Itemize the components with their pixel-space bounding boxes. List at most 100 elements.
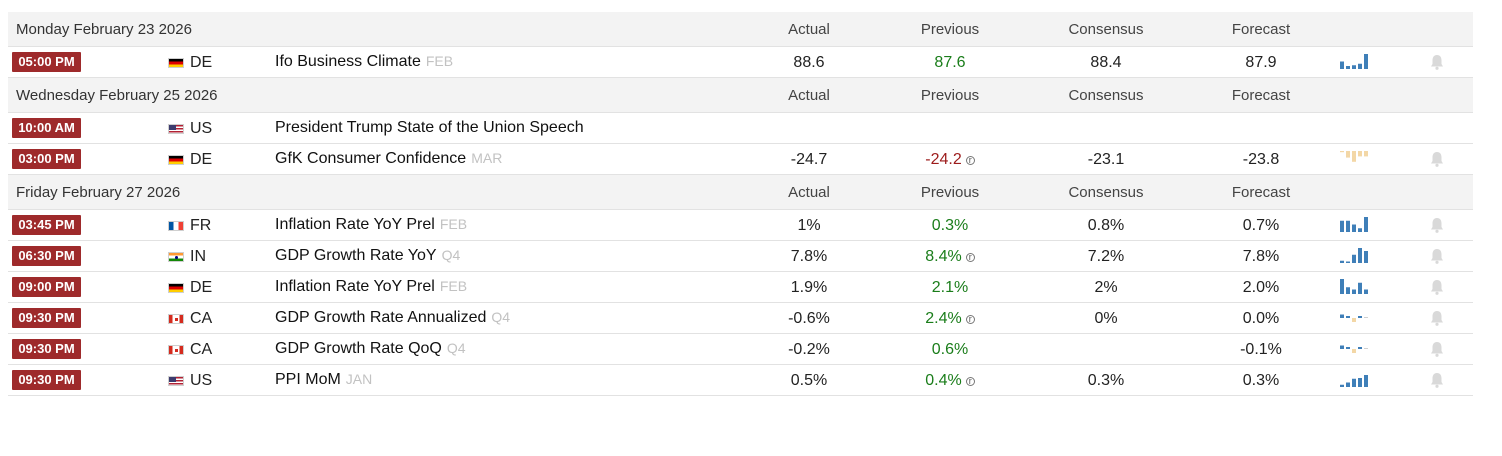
- sparkline-chart[interactable]: [1340, 339, 1370, 359]
- revised-icon[interactable]: r: [965, 156, 975, 165]
- column-header-consensus[interactable]: Consensus: [1068, 87, 1144, 104]
- previous-value: 0.6%: [890, 341, 1010, 359]
- sparkline-chart[interactable]: [1340, 277, 1370, 297]
- column-header-actual[interactable]: Actual: [788, 87, 830, 104]
- sparkline-bar: [1352, 151, 1356, 162]
- event-name-link[interactable]: GfK Consumer Confidence MAR: [275, 150, 502, 168]
- previous-value-text: 0.4%: [925, 372, 962, 389]
- event-title: GfK Consumer Confidence: [275, 150, 467, 167]
- revised-icon[interactable]: r: [965, 253, 975, 262]
- event-name-link[interactable]: Ifo Business Climate FEB: [275, 53, 453, 71]
- consensus-value: -23.1: [1087, 151, 1125, 168]
- column-header-consensus[interactable]: Consensus: [1068, 21, 1144, 38]
- event-row[interactable]: 09:30 PM US PPI MoM JAN 0.5% 0.4% r 0.3% 0.3%: [8, 365, 1473, 396]
- sparkline-bar: [1358, 228, 1362, 232]
- consensus-value: 88.4: [1090, 54, 1122, 71]
- column-header-previous[interactable]: Previous: [920, 87, 980, 104]
- sparkline-bar: [1340, 260, 1344, 263]
- event-row[interactable]: 03:00 PM DE GfK Consumer Confidence MAR -24.…: [8, 144, 1473, 175]
- country-code: DE: [190, 54, 213, 71]
- consensus-value: 0.3%: [1087, 372, 1125, 389]
- sparkline-bar: [1346, 347, 1350, 349]
- event-title: PPI MoM: [275, 371, 341, 388]
- event-reference-period: Q4: [491, 309, 511, 325]
- event-title: GDP Growth Rate YoY: [275, 247, 437, 264]
- sparkline-chart[interactable]: [1340, 308, 1370, 328]
- sparkline-chart[interactable]: [1340, 215, 1370, 235]
- event-title: GDP Growth Rate QoQ: [275, 340, 442, 357]
- bell-icon[interactable]: [1429, 371, 1445, 389]
- bell-icon[interactable]: [1429, 150, 1445, 168]
- column-header-forecast[interactable]: Forecast: [1231, 21, 1291, 38]
- sparkline-bar: [1346, 316, 1350, 318]
- time-badge: 09:30 PM: [12, 370, 81, 390]
- bell-icon[interactable]: [1429, 53, 1445, 71]
- country-code: CA: [190, 310, 213, 327]
- flag-icon-in: [168, 252, 184, 262]
- column-header-previous[interactable]: Previous: [920, 184, 980, 201]
- time-badge: 09:00 PM: [12, 277, 81, 297]
- sparkline-bar: [1352, 349, 1356, 353]
- event-name-link[interactable]: GDP Growth Rate Annualized Q4: [275, 309, 510, 327]
- column-header-actual[interactable]: Actual: [788, 184, 830, 201]
- bell-icon[interactable]: [1429, 247, 1445, 265]
- flag-icon-us: [168, 376, 184, 386]
- country-code: US: [190, 372, 213, 389]
- bell-icon[interactable]: [1429, 278, 1445, 296]
- previous-value-text: 2.4%: [925, 310, 962, 327]
- day-date: Monday February 23 2026: [16, 21, 192, 38]
- column-header-actual[interactable]: Actual: [788, 21, 830, 38]
- event-row[interactable]: 09:30 PM CA GDP Growth Rate Annualized Q4 -0…: [8, 303, 1473, 334]
- forecast-value: 7.8%: [1242, 248, 1280, 265]
- event-title: Inflation Rate YoY Prel: [275, 216, 435, 233]
- sparkline-chart[interactable]: [1340, 246, 1370, 266]
- sparkline-bar: [1340, 220, 1344, 232]
- time-badge: 05:00 PM: [12, 52, 81, 72]
- sparkline-chart[interactable]: [1340, 149, 1370, 169]
- column-header-previous[interactable]: Previous: [920, 21, 980, 38]
- event-name-link[interactable]: GDP Growth Rate QoQ Q4: [275, 340, 466, 358]
- previous-value-text: 87.6: [934, 54, 966, 71]
- actual-value: 7.8%: [790, 248, 828, 265]
- forecast-value: -0.1%: [1240, 341, 1282, 358]
- sparkline-bar: [1358, 151, 1362, 157]
- column-header-consensus[interactable]: Consensus: [1068, 184, 1144, 201]
- event-row[interactable]: 09:00 PM DE Inflation Rate YoY Prel FEB 1.9%…: [8, 272, 1473, 303]
- flag-icon-de: [168, 58, 184, 68]
- previous-value: 0.4% r: [890, 372, 1010, 390]
- event-row[interactable]: 05:00 PM DE Ifo Business Climate FEB 88.6 87.…: [8, 47, 1473, 78]
- column-header-forecast[interactable]: Forecast: [1231, 87, 1291, 104]
- actual-value: -24.7: [790, 151, 828, 168]
- previous-value: 0.3%: [890, 217, 1010, 235]
- event-name-link[interactable]: GDP Growth Rate YoY Q4: [275, 247, 460, 265]
- consensus-value: 0%: [1094, 310, 1118, 327]
- day-date: Wednesday February 25 2026: [16, 87, 218, 104]
- sparkline-bar: [1364, 348, 1368, 349]
- revised-icon[interactable]: r: [965, 377, 975, 386]
- actual-value: 1%: [797, 217, 821, 234]
- column-header-forecast[interactable]: Forecast: [1231, 184, 1291, 201]
- actual-value: -0.6%: [788, 310, 830, 327]
- sparkline-chart[interactable]: [1340, 52, 1370, 72]
- bell-icon[interactable]: [1429, 216, 1445, 234]
- bell-icon[interactable]: [1429, 340, 1445, 358]
- event-row[interactable]: 03:45 PM FR Inflation Rate YoY Prel FEB 1% 0.…: [8, 210, 1473, 241]
- revised-icon[interactable]: r: [965, 315, 975, 324]
- previous-value-text: 0.6%: [931, 341, 969, 358]
- country-code: CA: [190, 341, 213, 358]
- event-row[interactable]: 09:30 PM CA GDP Growth Rate QoQ Q4 -0.2% 0.6%…: [8, 334, 1473, 365]
- event-name-link[interactable]: PPI MoM JAN: [275, 371, 372, 389]
- event-row[interactable]: 10:00 AM US President Trump State of the U…: [8, 113, 1473, 144]
- sparkline-chart[interactable]: [1340, 370, 1370, 390]
- sparkline-bar: [1352, 224, 1356, 232]
- sparkline-bar: [1358, 248, 1362, 263]
- bell-icon[interactable]: [1429, 309, 1445, 327]
- event-name-link[interactable]: Inflation Rate YoY Prel FEB: [275, 216, 467, 234]
- sparkline-bar: [1364, 251, 1368, 263]
- event-name-link[interactable]: Inflation Rate YoY Prel FEB: [275, 278, 467, 296]
- sparkline-bar: [1340, 151, 1344, 153]
- previous-value: 8.4% r: [890, 248, 1010, 266]
- sparkline-bar: [1340, 61, 1344, 69]
- event-name-link[interactable]: President Trump State of the Union Speec…: [275, 119, 584, 137]
- event-row[interactable]: 06:30 PM IN GDP Growth Rate YoY Q4 7.8% 8.4% r…: [8, 241, 1473, 272]
